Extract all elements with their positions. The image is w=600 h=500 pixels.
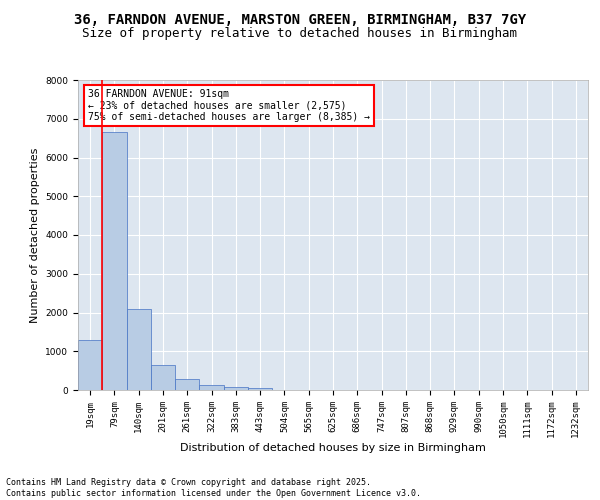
Y-axis label: Number of detached properties: Number of detached properties bbox=[30, 148, 40, 322]
Bar bbox=[102, 132, 127, 390]
Text: Size of property relative to detached houses in Birmingham: Size of property relative to detached ho… bbox=[83, 28, 517, 40]
Text: Contains HM Land Registry data © Crown copyright and database right 2025.
Contai: Contains HM Land Registry data © Crown c… bbox=[6, 478, 421, 498]
Bar bbox=[224, 386, 248, 390]
Bar bbox=[127, 308, 151, 390]
Text: 36 FARNDON AVENUE: 91sqm
← 23% of detached houses are smaller (2,575)
75% of sem: 36 FARNDON AVENUE: 91sqm ← 23% of detach… bbox=[88, 90, 370, 122]
Bar bbox=[151, 365, 175, 390]
Text: 36, FARNDON AVENUE, MARSTON GREEN, BIRMINGHAM, B37 7GY: 36, FARNDON AVENUE, MARSTON GREEN, BIRMI… bbox=[74, 12, 526, 26]
Bar bbox=[248, 388, 272, 390]
Bar bbox=[175, 379, 199, 390]
Bar bbox=[78, 340, 102, 390]
X-axis label: Distribution of detached houses by size in Birmingham: Distribution of detached houses by size … bbox=[180, 443, 486, 453]
Bar bbox=[199, 385, 224, 390]
